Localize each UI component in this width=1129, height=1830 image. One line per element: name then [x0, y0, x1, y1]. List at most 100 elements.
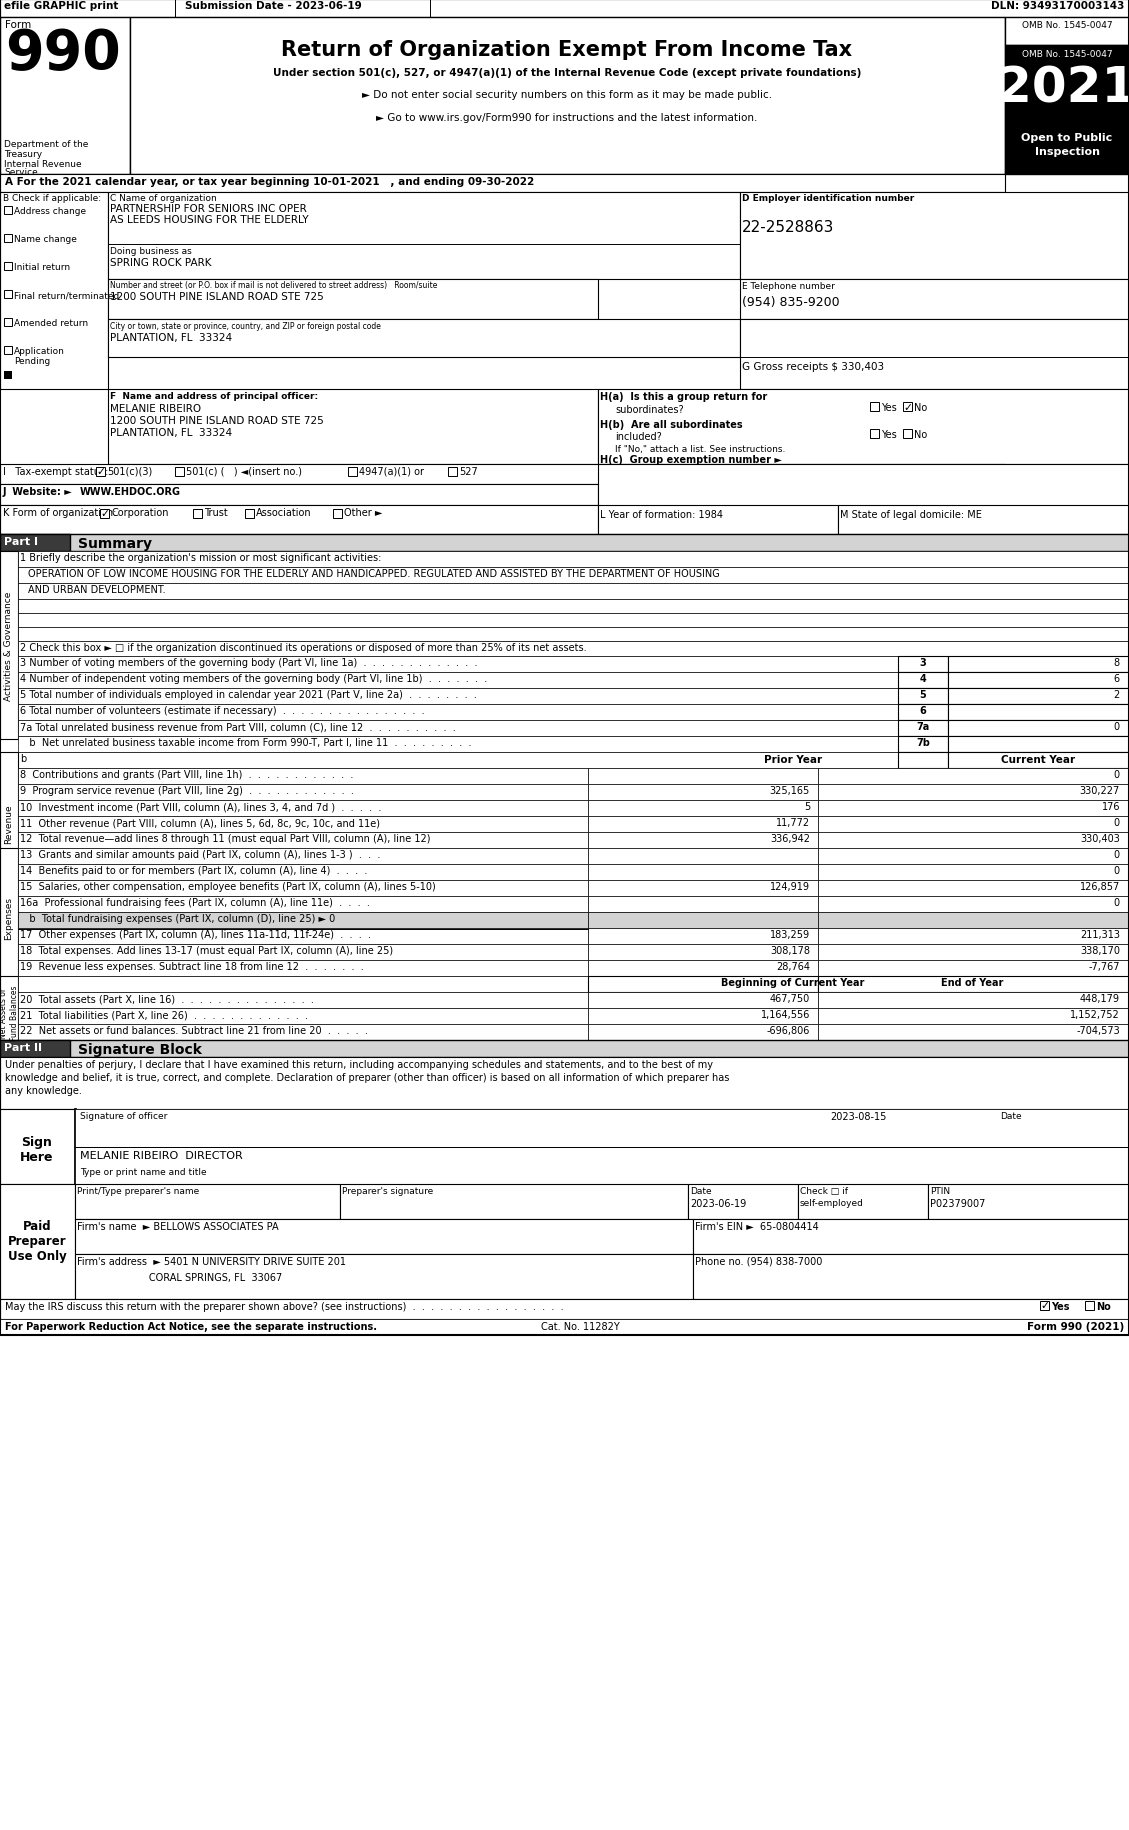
Text: 11,772: 11,772: [776, 818, 809, 827]
Text: Association: Association: [256, 507, 312, 518]
Bar: [819, 816, 1129, 833]
Text: Expenses: Expenses: [5, 897, 14, 941]
Text: 2021: 2021: [997, 64, 1129, 112]
Bar: [598, 390, 1129, 465]
Text: Inspection: Inspection: [1034, 146, 1100, 157]
Bar: [175, 468, 184, 478]
Bar: [5, 371, 12, 381]
Bar: [1040, 1301, 1049, 1310]
Text: ✓: ✓: [904, 403, 912, 412]
Text: Form: Form: [5, 20, 32, 29]
Bar: [588, 785, 819, 800]
Text: ✓: ✓: [97, 467, 106, 478]
Bar: [948, 688, 1129, 705]
Bar: [819, 944, 1129, 961]
Text: 22  Net assets or fund balances. Subtract line 21 from line 20  .  .  .  .  .: 22 Net assets or fund balances. Subtract…: [20, 1025, 368, 1036]
Bar: [18, 880, 588, 897]
Text: MELANIE RIBEIRO  DIRECTOR: MELANIE RIBEIRO DIRECTOR: [80, 1151, 243, 1160]
Bar: [448, 468, 457, 478]
Bar: [598, 465, 1129, 527]
Text: subordinates?: subordinates?: [615, 404, 684, 415]
Text: 527: 527: [460, 467, 478, 478]
Text: OPERATION OF LOW INCOME HOUSING FOR THE ELDERLY AND HANDICAPPED. REGULATED AND A: OPERATION OF LOW INCOME HOUSING FOR THE …: [28, 569, 720, 578]
Bar: [819, 864, 1129, 880]
Bar: [18, 913, 588, 928]
Bar: [18, 600, 1129, 613]
Bar: [0, 176, 1005, 192]
Bar: [18, 642, 1129, 657]
Bar: [739, 320, 1129, 390]
Text: 7a: 7a: [917, 721, 929, 732]
Bar: [0, 849, 18, 990]
Text: Date: Date: [1000, 1111, 1022, 1120]
Bar: [18, 961, 588, 977]
Text: included?: included?: [615, 432, 662, 441]
Text: 1200 SOUTH PINE ISLAND ROAD STE 725: 1200 SOUTH PINE ISLAND ROAD STE 725: [110, 291, 324, 302]
Text: -7,767: -7,767: [1088, 961, 1120, 972]
Bar: [588, 1025, 819, 1041]
Bar: [5, 318, 12, 328]
Text: Part I: Part I: [5, 536, 38, 547]
Bar: [588, 897, 819, 913]
Bar: [18, 737, 898, 752]
Text: Current Year: Current Year: [1001, 754, 1075, 765]
Text: Under penalties of perjury, I declare that I have examined this return, includin: Under penalties of perjury, I declare th…: [5, 1060, 714, 1069]
Bar: [108, 390, 598, 465]
Text: 990: 990: [5, 27, 121, 81]
Text: Activities & Governance: Activities & Governance: [5, 591, 14, 701]
Text: Sign
Here: Sign Here: [20, 1135, 54, 1164]
Text: H(a)  Is this a group return for: H(a) Is this a group return for: [599, 392, 768, 403]
Bar: [819, 833, 1129, 849]
Text: 501(c)(3): 501(c)(3): [107, 467, 152, 478]
Text: K Form of organization:: K Form of organization:: [3, 507, 116, 518]
Bar: [588, 1008, 819, 1025]
Text: 6: 6: [920, 706, 927, 716]
Bar: [0, 485, 598, 505]
Text: -696,806: -696,806: [767, 1025, 809, 1036]
Bar: [18, 800, 588, 816]
Text: H(c)  Group exemption number ►: H(c) Group exemption number ►: [599, 454, 782, 465]
Text: 11  Other revenue (Part VIII, column (A), lines 5, 6d, 8c, 9c, 10c, and 11e): 11 Other revenue (Part VIII, column (A),…: [20, 818, 380, 827]
Text: 325,165: 325,165: [770, 785, 809, 796]
Text: 15  Salaries, other compensation, employee benefits (Part IX, column (A), lines : 15 Salaries, other compensation, employe…: [20, 882, 436, 891]
Text: Yes: Yes: [881, 430, 896, 439]
Bar: [18, 1025, 588, 1041]
Bar: [588, 849, 819, 864]
Bar: [0, 18, 130, 176]
Text: End of Year: End of Year: [940, 977, 1004, 988]
Text: P02379007: P02379007: [930, 1199, 986, 1208]
Text: 1,164,556: 1,164,556: [761, 1010, 809, 1019]
Bar: [0, 1184, 75, 1299]
Text: ✓: ✓: [100, 509, 110, 520]
Text: F  Name and address of principal officer:: F Name and address of principal officer:: [110, 392, 318, 401]
Bar: [819, 897, 1129, 913]
Bar: [819, 1008, 1129, 1025]
Text: E Telephone number: E Telephone number: [742, 282, 834, 291]
Bar: [0, 752, 18, 895]
Bar: [819, 961, 1129, 977]
Bar: [819, 928, 1129, 944]
Text: Application: Application: [14, 348, 64, 355]
Bar: [18, 833, 588, 849]
Text: Trust: Trust: [204, 507, 228, 518]
Text: Type or print name and title: Type or print name and title: [80, 1168, 207, 1177]
Text: Net Assets or
Fund Balances: Net Assets or Fund Balances: [0, 985, 19, 1039]
Text: Paid
Preparer
Use Only: Paid Preparer Use Only: [8, 1219, 67, 1263]
Bar: [5, 207, 12, 214]
Text: 7b: 7b: [916, 737, 930, 748]
Bar: [18, 613, 1129, 628]
Bar: [798, 1184, 928, 1219]
Bar: [0, 551, 18, 739]
Bar: [0, 1319, 1129, 1336]
Text: Service: Service: [5, 168, 37, 178]
Text: 2: 2: [1113, 690, 1120, 699]
Text: Signature Block: Signature Block: [78, 1043, 202, 1056]
Text: No: No: [1096, 1301, 1111, 1312]
Bar: [819, 849, 1129, 864]
Bar: [5, 234, 12, 243]
Text: 3 Number of voting members of the governing body (Part VI, line 1a)  .  .  .  . : 3 Number of voting members of the govern…: [20, 657, 478, 668]
Text: Phone no. (954) 838-7000: Phone no. (954) 838-7000: [695, 1257, 822, 1266]
Bar: [5, 348, 12, 355]
Text: ✓: ✓: [1041, 1301, 1050, 1310]
Text: City or town, state or province, country, and ZIP or foreign postal code: City or town, state or province, country…: [110, 322, 380, 331]
